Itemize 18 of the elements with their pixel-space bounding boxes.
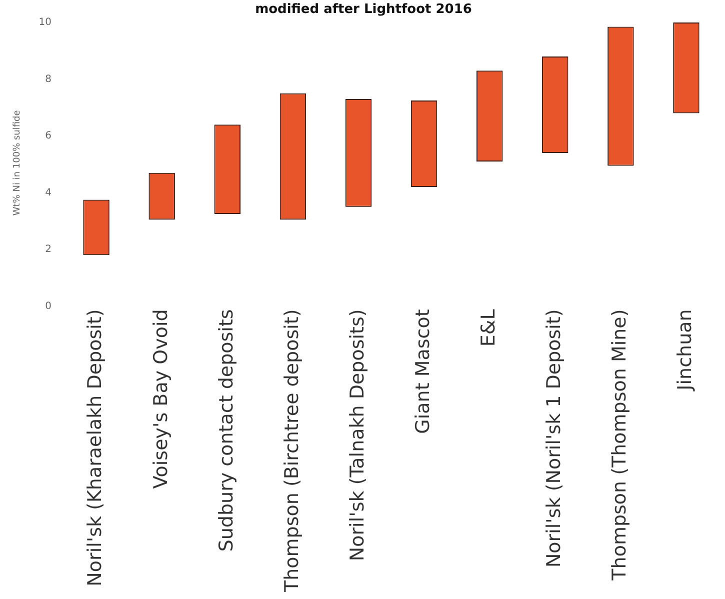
x-tick-label: Noril'sk (Kharaelakh Deposit) (84, 309, 106, 586)
x-tick-label: Thompson (Thompson Mine) (608, 309, 631, 582)
y-tick-label: 8 (45, 74, 52, 85)
x-tick-label: Thompson (Birchtree deposit) (280, 309, 303, 594)
y-tick-label: 2 (45, 244, 52, 256)
x-tick-label: Jinchuan (674, 309, 696, 392)
chart-title: modified after Lightfoot 2016 (255, 2, 472, 18)
x-tick-label: E&L (478, 308, 500, 347)
y-tick-label: 0 (45, 300, 52, 312)
y-axis-title: Wt% Ni in 100% sulfide (12, 110, 23, 216)
y-tick-label: 10 (38, 17, 52, 28)
x-tick-label: Noril'sk (Talnakh Deposits) (346, 309, 368, 562)
y-tick-label: 6 (45, 130, 52, 142)
x-tick-label: Voisey's Bay Ovoid (150, 309, 172, 489)
x-tick-label: Sudbury contact deposits (215, 309, 238, 552)
x-tick-label: Giant Mascot (412, 309, 434, 434)
x-tick-label: Noril'sk (Noril'sk 1 Deposit) (543, 309, 566, 568)
y-tick-label: 4 (45, 187, 52, 198)
